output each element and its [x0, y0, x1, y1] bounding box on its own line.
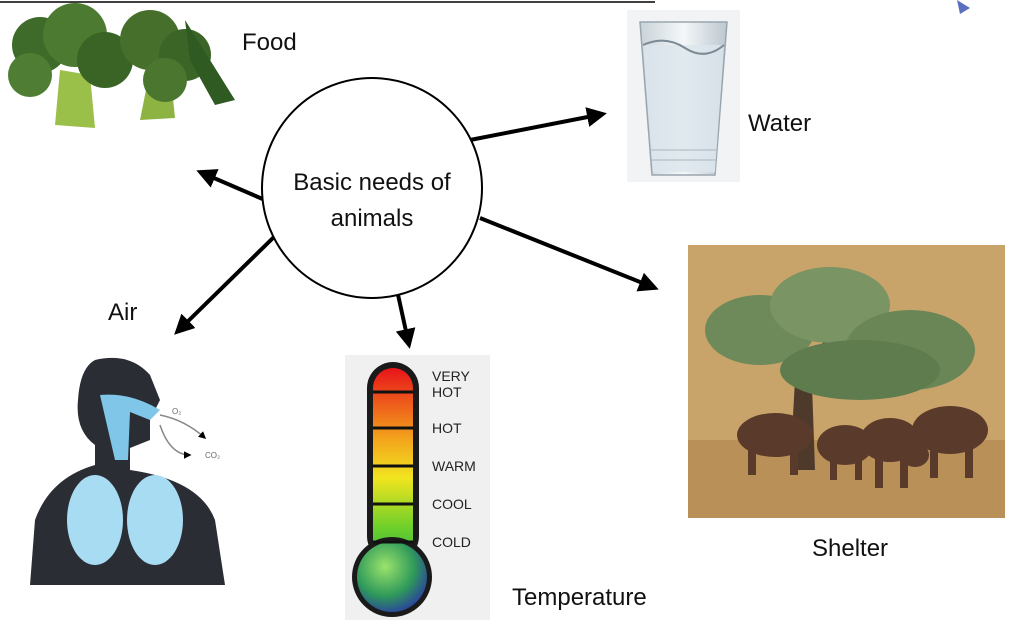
- arrow: [470, 114, 603, 140]
- arrow: [480, 218, 655, 288]
- thermometer-level: HOT: [432, 420, 462, 436]
- thermometer-level: HOT: [432, 384, 462, 400]
- thermometer-level: COOL: [432, 496, 472, 512]
- o2-label: O₂: [172, 407, 181, 416]
- node-label: Water: [748, 110, 811, 137]
- corner-icon: [957, 0, 970, 14]
- node-label: Shelter: [812, 535, 888, 562]
- arrow: [397, 290, 409, 345]
- node-label: Air: [108, 299, 137, 326]
- center-label: animals: [331, 205, 414, 232]
- page: O₂ CO₂ VERYHOTHOTWARMCOOLCOLD Basic need…: [0, 0, 1024, 622]
- air-image: O₂ CO₂: [30, 355, 230, 585]
- node-label: Food: [242, 29, 297, 56]
- center-label: Basic needs of: [293, 169, 451, 196]
- arrow: [177, 236, 275, 332]
- arrow: [200, 172, 265, 200]
- food-image: [8, 3, 235, 128]
- co2-label: CO₂: [205, 451, 220, 460]
- thermometer-level: VERY: [432, 368, 471, 384]
- diagram: O₂ CO₂ VERYHOTHOTWARMCOOLCOLD Basic need…: [0, 0, 1024, 622]
- node-label: Temperature: [512, 584, 647, 611]
- shelter-image: [688, 245, 1005, 518]
- thermometer-level: WARM: [432, 458, 476, 474]
- thermometer-level: COLD: [432, 534, 471, 550]
- water-image: [627, 10, 740, 182]
